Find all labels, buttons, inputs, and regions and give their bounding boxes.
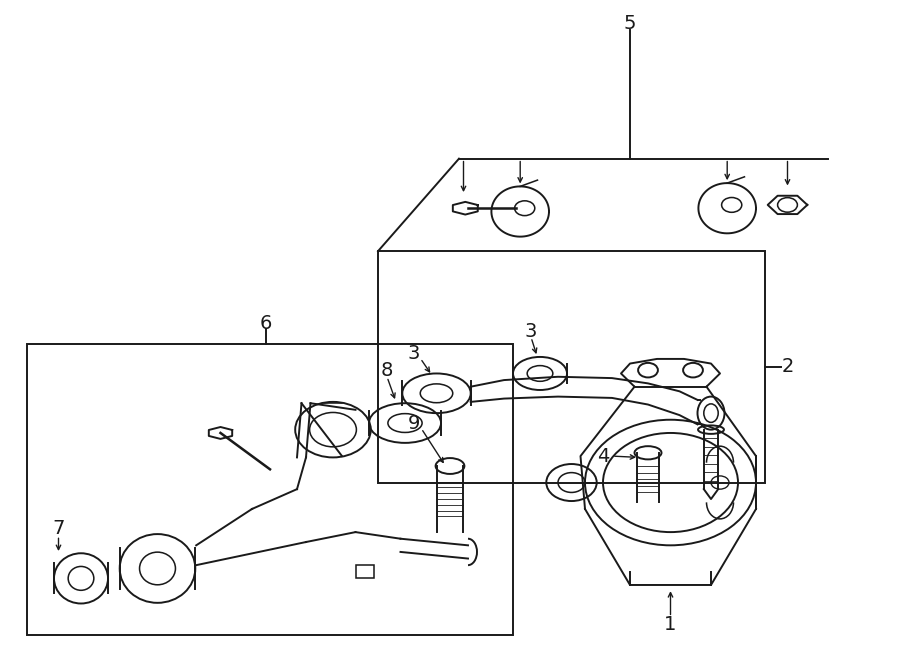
- Text: 3: 3: [525, 323, 537, 341]
- Text: 4: 4: [597, 447, 609, 465]
- Text: 1: 1: [664, 615, 677, 634]
- Text: 6: 6: [259, 315, 272, 333]
- Text: 3: 3: [408, 344, 420, 363]
- Text: 2: 2: [781, 358, 794, 376]
- Text: 5: 5: [624, 14, 636, 32]
- Text: 7: 7: [52, 520, 65, 538]
- Text: 8: 8: [381, 361, 393, 379]
- Text: 9: 9: [408, 414, 420, 432]
